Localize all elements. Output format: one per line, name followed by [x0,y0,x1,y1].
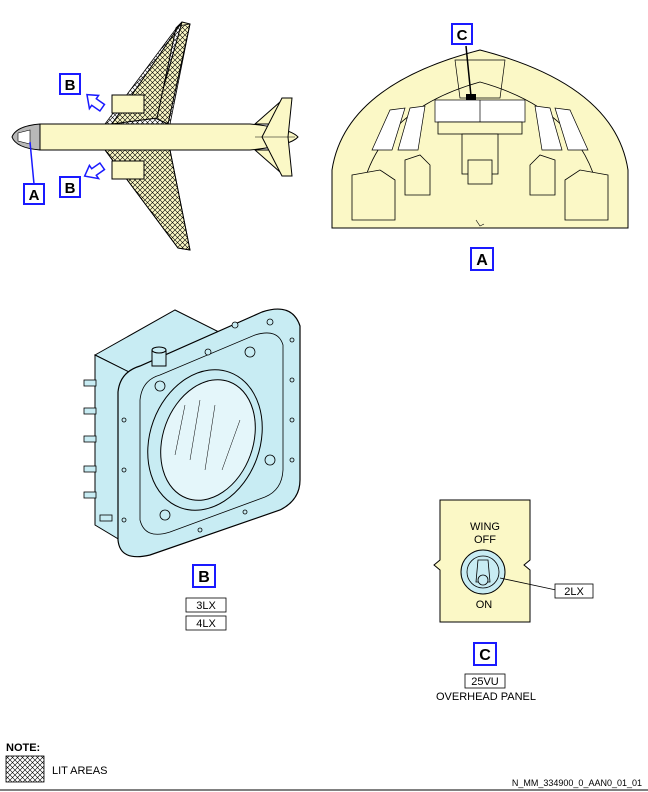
arrow-upper-b [86,93,106,113]
switch-ref-box [554,583,594,599]
callout-b-upper-label: B [65,77,76,94]
overhead-switch-panel [433,499,557,623]
panel-id-label: 25VU [471,676,499,688]
panel-name-label: OVERHEAD PANEL [436,691,536,703]
wing-scan-light-assembly [83,308,301,558]
light-ref-1: 3LX [196,600,216,612]
callout-b-lower-box [59,176,81,198]
view-a-box [470,247,494,271]
lit-areas-swatch [5,755,45,783]
switch-label-wing: WING [470,521,500,533]
panel-id-box [464,673,506,689]
light-ref-box-2 [185,615,227,631]
note-title: NOTE: [6,742,40,754]
switch-label-on: ON [476,599,493,611]
view-c-box [473,642,497,666]
switch-label-off: OFF [474,534,496,546]
callout-b-upper-box [59,73,81,95]
switch-ref-label: 2LX [564,586,584,598]
view-a-label: A [476,252,488,269]
callout-c-box [451,23,473,45]
light-ref-box-1 [185,597,227,613]
callout-b-lower-label: B [65,180,76,197]
figure-id: N_MM_334900_0_AAN0_01_01 [512,778,642,788]
aircraft-top-view [11,21,299,251]
view-b-box [192,564,216,588]
callout-a-label: A [29,187,40,204]
view-b-label: B [198,569,210,586]
view-c-label: C [479,647,491,664]
callout-a-box [23,183,45,205]
note-legend-text: LIT AREAS [52,765,107,777]
cockpit-view [331,49,629,229]
arrow-lower-b [83,161,106,180]
callout-c-label: C [457,27,468,44]
light-ref-2: 4LX [196,618,216,630]
